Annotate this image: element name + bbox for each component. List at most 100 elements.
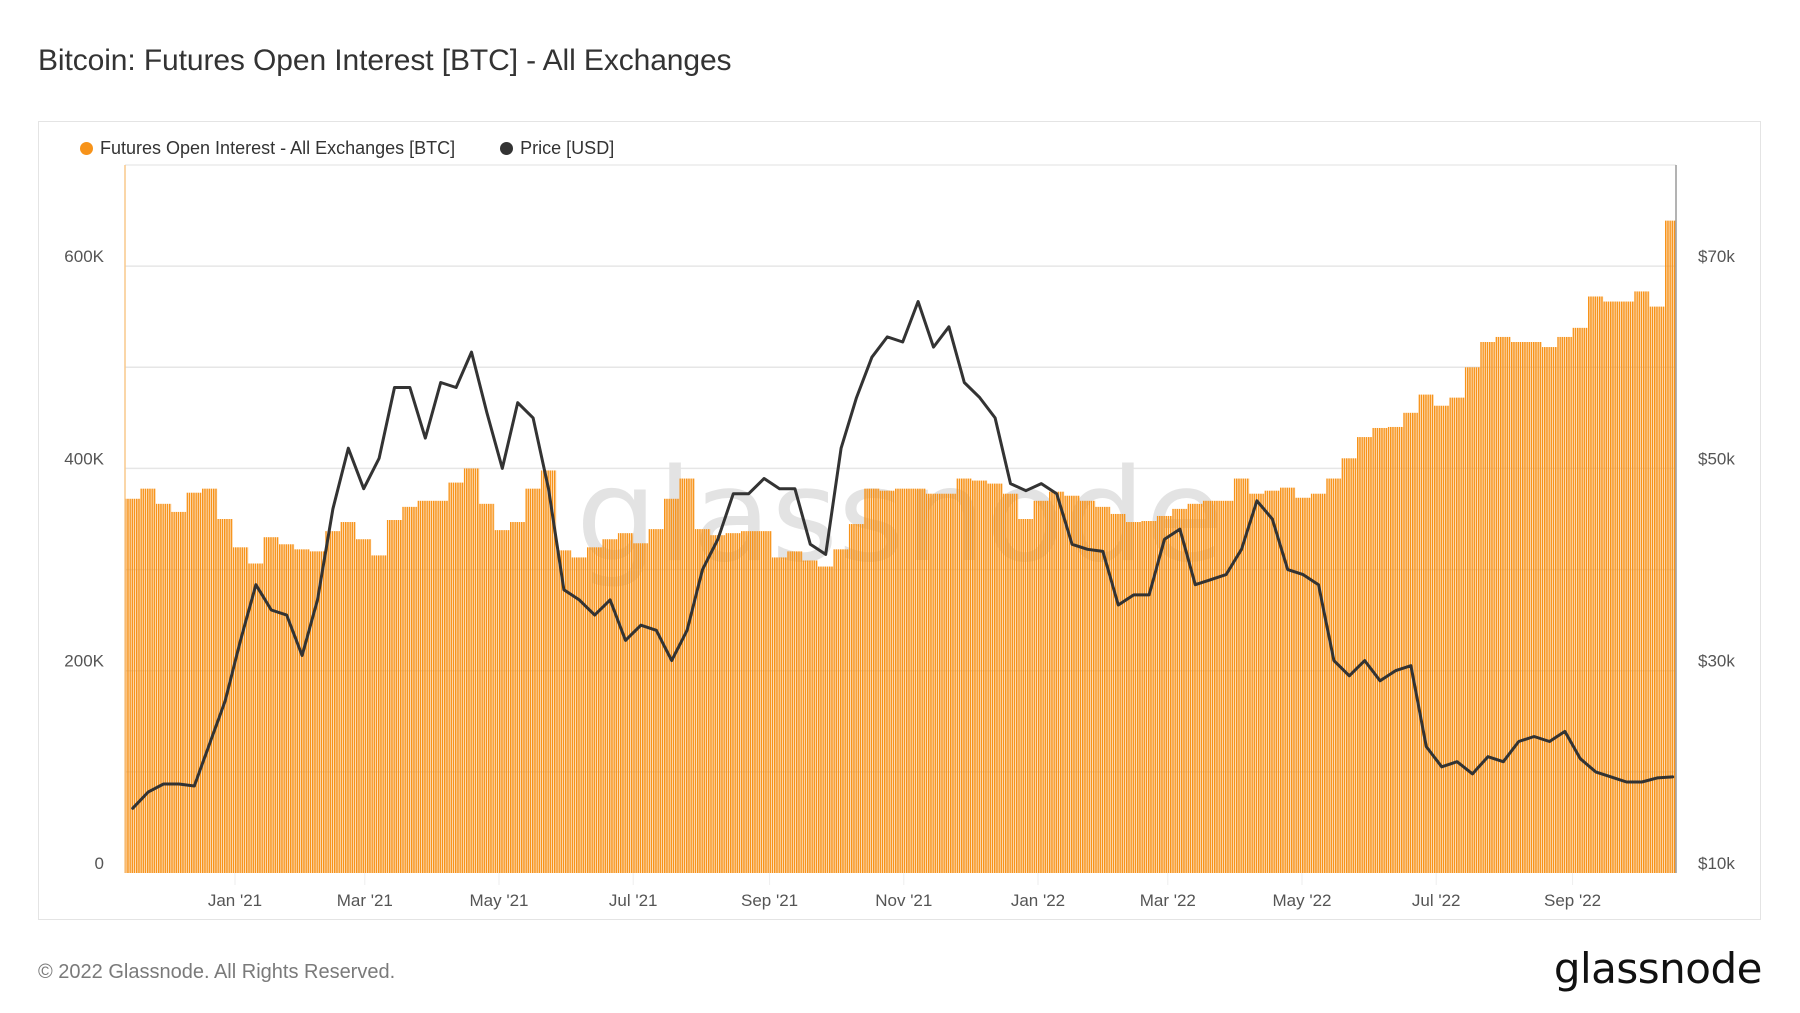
- open-interest-bar: [664, 498, 680, 873]
- open-interest-bar: [1141, 521, 1157, 873]
- open-interest-bar: [1634, 291, 1650, 873]
- open-interest-bar: [1372, 427, 1388, 873]
- open-interest-bar: [448, 482, 464, 873]
- x-axis-tick-label: Mar '21: [337, 891, 393, 910]
- open-interest-bar: [263, 537, 279, 873]
- x-axis-tick-label: May '21: [470, 891, 529, 910]
- chart-title: Bitcoin: Futures Open Interest [BTC] - A…: [38, 44, 732, 77]
- open-interest-bar: [1649, 306, 1665, 873]
- legend-label-price: Price [USD]: [520, 137, 615, 158]
- open-interest-bar: [1403, 412, 1419, 873]
- glassnode-logo[interactable]: glassnode: [1553, 944, 1763, 993]
- orange-circle-dot-icon: [80, 141, 93, 155]
- open-interest-bar: [279, 544, 295, 873]
- open-interest-bar: [1110, 513, 1126, 873]
- x-axis-tick-label: Mar '22: [1140, 891, 1196, 910]
- open-interest-bar: [1095, 506, 1111, 873]
- open-interest-bar: [1049, 491, 1065, 873]
- open-interest-bar: [925, 493, 942, 873]
- open-interest-bar: [248, 563, 264, 873]
- legend-item-open-interest[interactable]: Futures Open Interest - All Exchanges [B…: [80, 138, 455, 159]
- open-interest-bar: [833, 549, 849, 873]
- open-interest-bar: [402, 506, 418, 873]
- open-interest-bar: [1326, 478, 1342, 873]
- open-interest-bars: [125, 220, 1676, 873]
- left-axis-tick-label: 400K: [64, 449, 104, 468]
- open-interest-bar: [525, 488, 541, 873]
- right-axis-tick-label: $70k: [1698, 247, 1735, 266]
- dark-circle-dot-icon: [500, 141, 514, 155]
- open-interest-bar: [463, 468, 480, 873]
- open-interest-bar: [895, 488, 911, 873]
- open-interest-bar: [1603, 301, 1619, 873]
- open-interest-bar: [802, 560, 818, 873]
- x-axis-tick-label: Jul '21: [609, 891, 658, 910]
- open-interest-bar: [309, 551, 326, 873]
- open-interest-bar: [1495, 336, 1511, 873]
- open-interest-bar: [1480, 342, 1496, 873]
- open-interest-bar: [679, 478, 695, 873]
- open-interest-bar: [202, 488, 218, 873]
- x-axis-ticks: Jan '21 Mar '21 May '21 Jul '21 Sep '21 Nov '…: [208, 873, 1601, 910]
- open-interest-bar: [386, 520, 403, 873]
- open-interest-bar: [540, 470, 557, 873]
- open-interest-bar: [294, 549, 310, 873]
- open-interest-bar: [340, 522, 356, 873]
- open-interest-bar: [1280, 487, 1296, 873]
- open-interest-bar: [864, 488, 880, 873]
- open-interest-bar: [494, 530, 510, 873]
- open-interest-bar: [1541, 347, 1558, 873]
- open-interest-bar: [1156, 515, 1173, 873]
- copyright-text: © 2022 Glassnode. All Rights Reserved.: [38, 961, 396, 983]
- open-interest-bar: [417, 500, 433, 873]
- open-interest-bar: [1187, 503, 1203, 873]
- open-interest-bar: [941, 493, 957, 873]
- open-interest-bar: [125, 498, 141, 873]
- open-interest-bar: [1588, 296, 1604, 873]
- right-axis-tick-label: $10k: [1698, 854, 1735, 873]
- open-interest-bar: [617, 533, 634, 873]
- open-interest-bar: [1018, 519, 1034, 873]
- x-axis-tick-label: May '22: [1273, 891, 1332, 910]
- open-interest-bar: [479, 503, 495, 873]
- open-interest-bar: [710, 535, 726, 873]
- open-interest-bar: [848, 524, 865, 873]
- open-interest-bar: [1618, 301, 1635, 873]
- x-axis-tick-label: Nov '21: [875, 891, 932, 910]
- open-interest-bar: [1511, 342, 1527, 873]
- open-interest-bar: [694, 529, 711, 873]
- left-axis-tick-label: 200K: [64, 652, 104, 671]
- open-interest-bar: [648, 529, 664, 873]
- open-interest-bar: [1126, 522, 1142, 873]
- left-axis-tick-label: 600K: [64, 247, 104, 266]
- open-interest-bar: [325, 531, 341, 873]
- open-interest-bar: [1357, 437, 1373, 873]
- price-line-layer: [131, 300, 1675, 810]
- open-interest-bar: [633, 543, 649, 873]
- open-interest-bar: [356, 539, 372, 873]
- x-axis-tick-label: Sep '21: [741, 891, 798, 910]
- open-interest-bar: [1295, 497, 1311, 873]
- open-interest-bar: [1249, 493, 1265, 873]
- open-interest-bar: [1064, 495, 1080, 873]
- left-axis-ticks: 0 200K 400K 600K: [64, 247, 104, 873]
- open-interest-bar: [232, 547, 249, 873]
- open-interest-bar: [1310, 493, 1327, 873]
- open-interest-bar: [1387, 426, 1404, 873]
- legend-item-price[interactable]: Price [USD]: [500, 138, 614, 159]
- open-interest-bar: [1434, 405, 1450, 873]
- open-interest-bar: [1233, 478, 1250, 873]
- open-interest-bar: [1264, 490, 1280, 873]
- open-interest-bar: [910, 488, 926, 873]
- open-interest-bar: [186, 492, 202, 873]
- open-interest-bar: [956, 478, 972, 873]
- right-axis-ticks: $10k $30k $50k $70k: [1698, 247, 1735, 873]
- open-interest-bar: [741, 531, 757, 873]
- open-interest-bar: [987, 483, 1003, 873]
- right-axis-tick-label: $50k: [1698, 449, 1735, 468]
- open-interest-bar: [1203, 500, 1219, 873]
- open-interest-bar: [371, 555, 387, 873]
- open-interest-bar: [602, 539, 618, 873]
- open-interest-bar: [725, 533, 741, 873]
